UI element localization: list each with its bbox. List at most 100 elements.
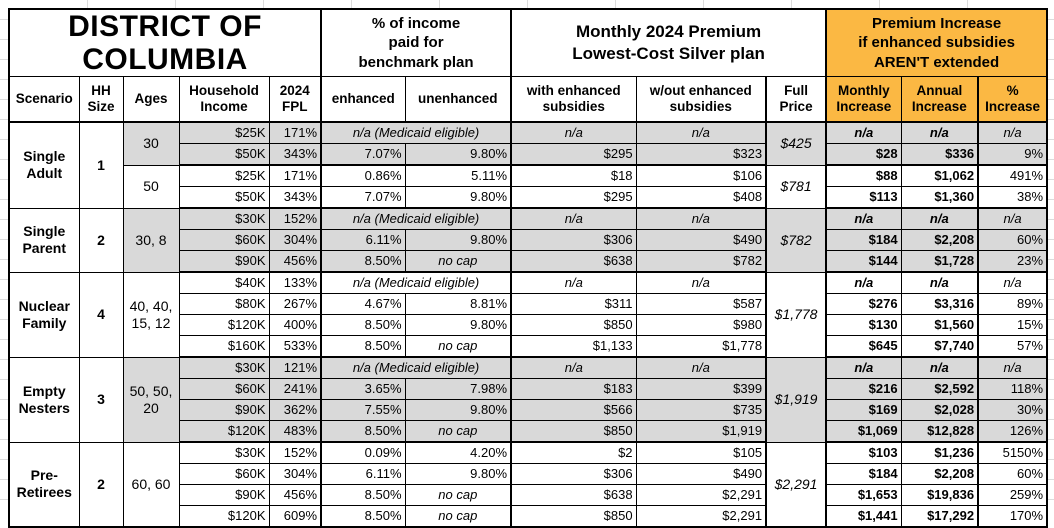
scenario-name: Nuclear Family [8,271,80,358]
wout-subsidies-cell: $408 [635,186,768,209]
enhanced-pct-cell: 8.50% [320,314,406,336]
wout-subsidies-cell: $1,919 [635,420,768,443]
full-price-cell: $425 [765,121,828,166]
unenhanced-pct-cell: 9.80% [404,229,513,251]
income-cell: $60K [178,378,270,400]
fpl-cell: 121% [268,356,323,379]
income-cell: $120K [178,505,270,528]
unenhanced-pct-cell: 9.80% [404,463,513,485]
fpl-cell: 241% [268,378,323,400]
with-subsidies-cell: $638 [510,484,637,506]
unenhanced-pct-cell: no cap [404,505,513,528]
pct-increase-cell: 30% [977,399,1048,421]
col-header-hh-size: HH Size [78,76,124,123]
with-subsidies-cell: n/a [510,121,637,144]
wout-subsidies-cell: $980 [635,314,768,336]
pct-increase-cell: 23% [977,250,1048,273]
pct-increase-cell: n/a [977,121,1048,144]
enhanced-pct-cell: 8.50% [320,335,406,358]
enhanced-pct-cell: 6.11% [320,463,406,485]
monthly-increase-cell: $216 [825,378,902,400]
unenhanced-pct-cell: 9.80% [404,143,513,166]
enhanced-pct-cell: 8.50% [320,250,406,273]
enhanced-pct-cell: 3.65% [320,378,406,400]
annual-increase-cell: $2,592 [900,378,980,400]
enhanced-pct-cell: 8.50% [320,484,406,506]
wout-subsidies-cell: $490 [635,463,768,485]
col-header-wout-enhanced-subsidies: w/out enhanced subsidies [635,76,768,123]
wout-subsidies-cell: $2,291 [635,484,768,506]
with-subsidies-cell: n/a [510,207,637,230]
wout-subsidies-cell: $1,778 [635,335,768,358]
fpl-cell: 171% [268,164,323,187]
unenhanced-pct-cell: 8.81% [404,293,513,315]
col-header-unenhanced: unenhanced [404,76,513,123]
pct-increase-cell: 5150% [977,441,1048,464]
with-subsidies-cell: $566 [510,399,637,421]
medicaid-note-cell: n/a (Medicaid eligible) [320,271,513,294]
annual-increase-cell: n/a [900,121,980,144]
col-header-monthly-increase: Monthly Increase [825,76,902,123]
wout-subsidies-cell: $490 [635,229,768,251]
fpl-cell: 400% [268,314,323,336]
col-header-scenario: Scenario [8,76,80,123]
annual-increase-cell: $336 [900,143,980,166]
annual-increase-cell: $19,836 [900,484,980,506]
enhanced-pct-cell: 7.07% [320,143,406,166]
monthly-increase-cell: $169 [825,399,902,421]
ages: 50, 50, 20 [122,356,180,443]
scenario-name: Single Adult [8,121,80,209]
unenhanced-pct-cell: 5.11% [404,164,513,187]
monthly-increase-cell: $28 [825,143,902,166]
unenhanced-pct-cell: 9.80% [404,399,513,421]
table-title: DISTRICT OF COLUMBIA [8,8,323,77]
pct-increase-cell: 38% [977,186,1048,209]
with-subsidies-cell: $295 [510,186,637,209]
enhanced-pct-cell: 7.07% [320,186,406,209]
fpl-cell: 362% [268,399,323,421]
medicaid-note-cell: n/a (Medicaid eligible) [320,121,513,144]
enhanced-pct-cell: 0.86% [320,164,406,187]
with-subsidies-cell: n/a [510,356,637,379]
income-cell: $60K [178,229,270,251]
hh-size: 3 [78,356,124,443]
monthly-increase-cell: $184 [825,463,902,485]
pct-increase-cell: 60% [977,229,1048,251]
income-cell: $30K [178,441,270,464]
monthly-increase-cell: $645 [825,335,902,358]
fpl-cell: 152% [268,207,323,230]
fpl-cell: 152% [268,441,323,464]
unenhanced-pct-cell: 4.20% [404,441,513,464]
income-cell: $120K [178,420,270,443]
wout-subsidies-cell: $735 [635,399,768,421]
income-cell: $60K [178,463,270,485]
annual-increase-cell: $1,062 [900,164,980,187]
col-header-2024-fpl: 2024 FPL [268,76,323,123]
enhanced-pct-cell: 4.67% [320,293,406,315]
annual-increase-cell: $1,560 [900,314,980,336]
pct-increase-cell: 259% [977,484,1048,506]
fpl-cell: 343% [268,143,323,166]
hh-size: 2 [78,441,124,528]
with-subsidies-cell: $306 [510,229,637,251]
fpl-cell: 456% [268,250,323,273]
wout-subsidies-cell: $105 [635,441,768,464]
unenhanced-pct-cell: 9.80% [404,186,513,209]
monthly-increase-cell: $184 [825,229,902,251]
income-cell: $30K [178,207,270,230]
with-subsidies-cell: n/a [510,271,637,294]
ages: 60, 60 [122,441,180,528]
pct-increase-cell: 491% [977,164,1048,187]
unenhanced-pct-cell: no cap [404,484,513,506]
monthly-increase-cell: $144 [825,250,902,273]
annual-increase-cell: $2,028 [900,399,980,421]
enhanced-pct-cell: 8.50% [320,420,406,443]
fpl-cell: 343% [268,186,323,209]
with-subsidies-cell: $306 [510,463,637,485]
with-subsidies-cell: $850 [510,314,637,336]
scenario-name: Empty Nesters [8,356,80,443]
income-cell: $25K [178,121,270,144]
unenhanced-pct-cell: no cap [404,420,513,443]
group-header-premium: Monthly 2024 Premium Lowest-Cost Silver … [510,8,828,77]
income-cell: $40K [178,271,270,294]
